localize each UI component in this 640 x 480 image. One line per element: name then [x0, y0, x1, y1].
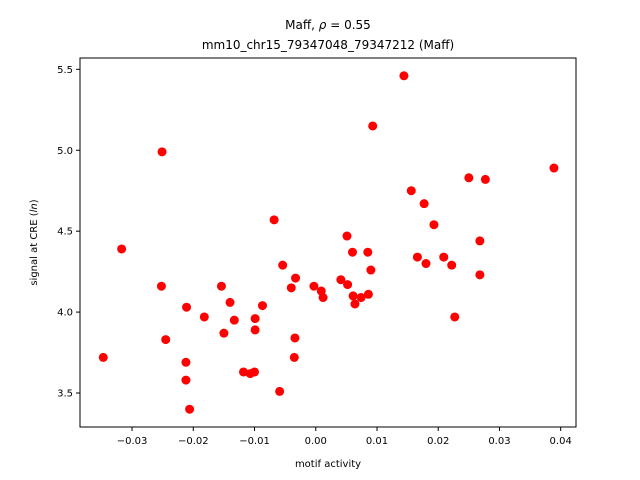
x-tick-label: −0.03	[117, 436, 148, 447]
data-point	[257, 301, 267, 311]
data-point	[278, 260, 288, 270]
data-point	[342, 231, 352, 241]
data-point	[117, 244, 127, 254]
data-point	[199, 312, 209, 322]
data-point	[439, 252, 449, 262]
data-point	[275, 386, 285, 396]
x-tick-label: 0.03	[488, 436, 510, 447]
data-point	[289, 352, 299, 362]
data-point	[182, 302, 192, 312]
data-point	[216, 281, 226, 291]
data-point	[286, 283, 296, 293]
x-tick-label: 0.01	[366, 436, 388, 447]
data-point	[480, 174, 490, 184]
data-point	[356, 293, 366, 303]
data-point	[98, 352, 108, 362]
data-point	[229, 315, 239, 325]
chart-title-line2: mm10_chr15_79347048_79347212 (Maff)	[202, 38, 454, 52]
y-tick-label: 5.5	[57, 65, 73, 76]
data-point	[161, 335, 171, 345]
data-point	[363, 247, 373, 257]
data-point	[156, 281, 166, 291]
data-point	[185, 404, 195, 414]
data-point	[181, 375, 191, 385]
data-points	[98, 71, 559, 414]
data-point	[421, 259, 431, 269]
data-point	[269, 215, 279, 225]
data-point	[290, 333, 300, 343]
data-point	[238, 367, 248, 377]
x-tick-label: 0.02	[427, 436, 449, 447]
data-point	[429, 220, 439, 230]
data-point	[368, 121, 378, 131]
x-tick-label: 0.00	[305, 436, 327, 447]
data-point	[336, 275, 346, 285]
x-axis-label: motif activity	[295, 459, 361, 470]
data-point	[347, 247, 357, 257]
y-axis-ticks: 3.5 4.0 4.5 5.0 5.5	[57, 65, 80, 400]
data-point	[363, 289, 373, 299]
data-point	[181, 357, 191, 367]
data-point	[366, 265, 376, 275]
data-point	[475, 236, 485, 246]
data-point	[318, 293, 328, 303]
data-point	[350, 299, 360, 309]
data-point	[250, 314, 260, 324]
y-tick-label: 3.5	[57, 389, 73, 400]
chart-title-line1: Maff, ρ = 0.55	[285, 18, 371, 32]
y-tick-label: 5.0	[57, 146, 73, 157]
data-point	[348, 291, 358, 301]
plot-area-frame	[79, 57, 577, 428]
data-point	[291, 273, 301, 283]
data-point	[406, 186, 416, 196]
data-point	[412, 252, 422, 262]
data-point	[475, 270, 485, 280]
data-point	[447, 260, 457, 270]
data-point	[309, 281, 319, 291]
data-point	[450, 312, 460, 322]
data-point	[219, 328, 229, 338]
y-axis-label: signal at CRE (ln)	[29, 199, 40, 285]
x-tick-label: −0.01	[239, 436, 270, 447]
data-point	[157, 147, 167, 157]
data-point	[250, 367, 260, 377]
data-point	[225, 297, 235, 307]
data-point	[464, 173, 474, 183]
x-tick-label: −0.02	[178, 436, 209, 447]
x-axis-ticks: −0.03 −0.02 −0.01 0.00 0.01 0.02 0.03 0.04	[117, 427, 572, 447]
x-tick-label: 0.04	[550, 436, 572, 447]
data-point	[419, 199, 429, 209]
y-tick-label: 4.0	[57, 308, 73, 319]
data-point	[399, 71, 409, 81]
data-point	[343, 280, 353, 290]
y-tick-label: 4.5	[57, 227, 73, 238]
data-point	[250, 325, 260, 335]
data-point	[549, 163, 559, 173]
